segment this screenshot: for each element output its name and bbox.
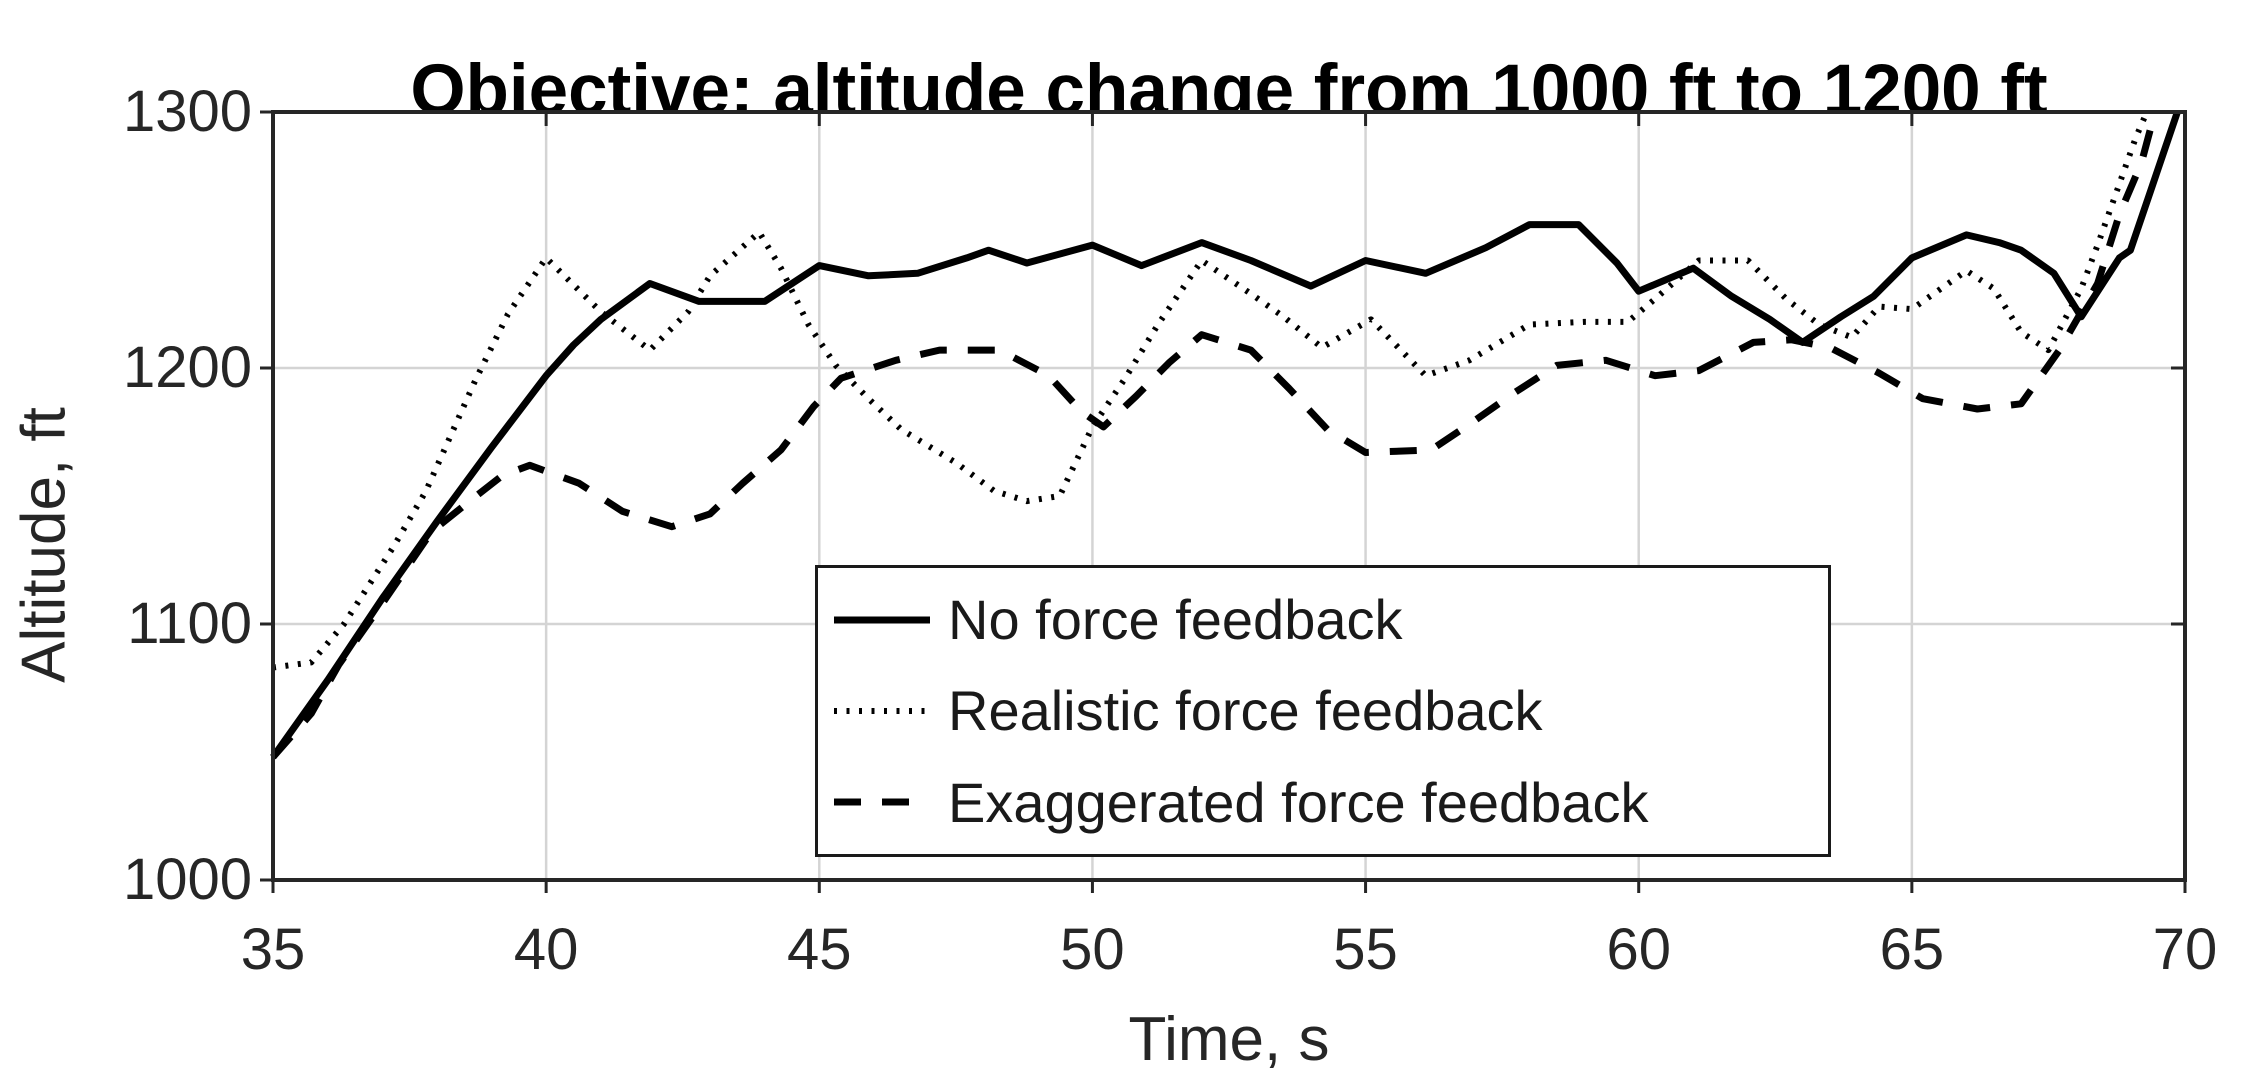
axes-box — [271, 110, 2187, 882]
x-tick-label-50: 50 — [1060, 917, 1125, 982]
legend-line-sample-dashed — [834, 798, 930, 806]
legend-item-no-force-feedback: No force feedback — [830, 587, 1828, 652]
x-axis-label: Time, s — [1128, 1005, 1330, 1074]
x-tick-label-35: 35 — [240, 917, 306, 982]
series-line-exaggerated-force-feedback — [270, 111, 2159, 760]
legend-line-sample-solid — [834, 616, 930, 624]
x-tick-label-70: 70 — [2152, 917, 2218, 982]
legend: No force feedback Realistic force feedbac… — [815, 565, 1831, 857]
legend-label: Realistic force feedback — [948, 679, 1543, 743]
y-tick-label-1100: 1100 — [127, 591, 252, 656]
x-tick-label-65: 65 — [1879, 917, 1945, 982]
x-tick-label-45: 45 — [787, 917, 852, 982]
y-tick-label-1300: 1300 — [122, 79, 252, 144]
legend-line-sample-dotted — [834, 707, 930, 714]
legend-label: Exaggerated force feedback — [948, 770, 1649, 834]
x-tick-label-60: 60 — [1606, 917, 1671, 982]
x-tick-label-40: 40 — [513, 917, 579, 982]
legend-label: No force feedback — [948, 588, 1403, 652]
legend-item-realistic-force-feedback: Realistic force feedback — [830, 678, 1828, 743]
y-tick-label-1000: 1000 — [122, 847, 252, 912]
x-tick-label-55: 55 — [1333, 917, 1398, 982]
series-line-realistic-force-feedback — [272, 110, 2150, 671]
series-line-no-force-feedback — [270, 110, 2181, 760]
y-tick-label-1200: 1200 — [122, 335, 252, 400]
legend-item-exaggerated-force-feedback: Exaggerated force feedback — [830, 770, 1828, 835]
